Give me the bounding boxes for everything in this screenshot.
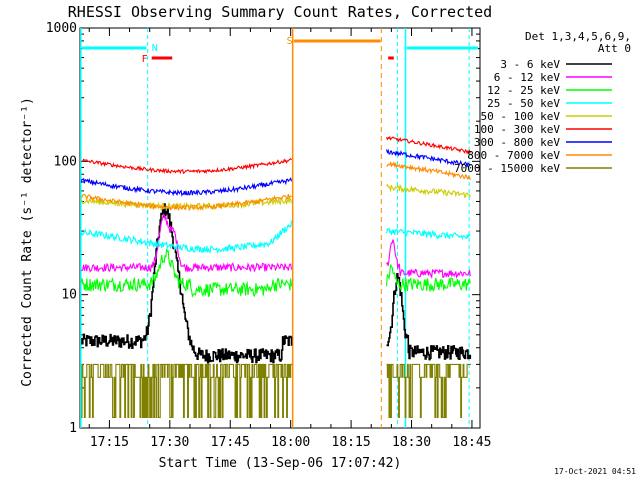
legend-label: 12 - 25 keV — [487, 84, 560, 97]
saa-label: S — [287, 36, 293, 47]
series-line — [80, 248, 293, 298]
series-line — [386, 183, 471, 198]
series-line — [385, 264, 471, 292]
plot-area: 1 10 100 1000 17:15 17:30 17:45 18:00 18:15 18:30… — [46, 21, 492, 450]
x-tick-label: 17:45 — [211, 435, 250, 450]
series-line — [81, 203, 293, 364]
series-line — [385, 227, 471, 241]
series-line — [386, 239, 471, 280]
x-axis-label: Start Time (13-Sep-06 17:07:42) — [159, 456, 402, 471]
x-tick-label: 18:00 — [271, 435, 310, 450]
y-tick-label: 1 — [69, 421, 77, 436]
x-tick-label: 18:30 — [392, 435, 431, 450]
night-label: N — [152, 43, 158, 54]
legend-header-line-2: Att 0 — [598, 42, 631, 55]
legend-label: 800 - 7000 keV — [467, 149, 560, 162]
series-line — [81, 363, 293, 418]
legend-label: 3 - 6 keV — [500, 58, 560, 71]
legend-label: 7000 - 15000 keV — [454, 162, 560, 175]
series-line — [80, 177, 293, 197]
flare-label: F — [142, 54, 148, 65]
legend-label: 100 - 300 keV — [474, 123, 560, 136]
plot-frame — [79, 27, 481, 429]
y-tick-label: 100 — [54, 154, 77, 169]
legend-header-line-1: Det 1,3,4,5,6,9, — [525, 30, 631, 43]
series-line — [386, 160, 471, 180]
legend-label: 6 - 12 keV — [494, 71, 561, 84]
y-tick-label: 10 — [61, 288, 77, 303]
series-line — [81, 193, 292, 212]
series-line — [386, 273, 472, 361]
series-line — [386, 363, 472, 418]
series-line — [80, 220, 293, 254]
x-tick-label: 18:45 — [452, 435, 491, 450]
x-tick-label: 17:30 — [150, 435, 189, 450]
series-line — [80, 157, 292, 175]
chart-title: RHESSI Observing Summary Count Rates, Co… — [68, 3, 492, 21]
legend-label: 50 - 100 keV — [481, 110, 561, 123]
x-tick-label: 17:15 — [90, 435, 129, 450]
legend-label: 300 - 800 keV — [474, 136, 560, 149]
x-tick-label: 18:15 — [332, 435, 371, 450]
series-line — [385, 148, 471, 168]
series-line — [385, 135, 471, 155]
y-axis-label: Corrected Count Rate (s⁻¹ detector⁻¹) — [20, 97, 35, 387]
legend-label: 25 - 50 keV — [487, 97, 560, 110]
timestamp: 17-Oct-2021 04:51 — [554, 467, 636, 476]
series-line — [80, 213, 293, 273]
y-tick-label: 1000 — [46, 21, 77, 36]
